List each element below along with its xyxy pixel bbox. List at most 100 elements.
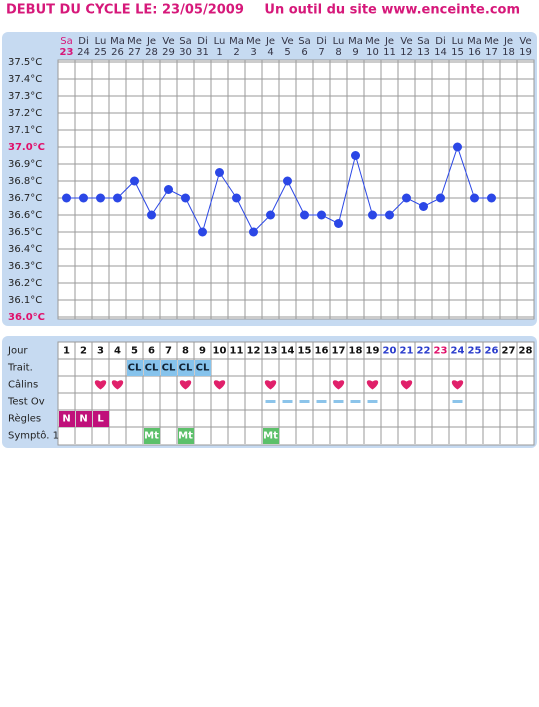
y-tick-label: 37.3°C: [8, 91, 42, 102]
cycle-day: 4: [114, 346, 121, 357]
symptome-cell: [178, 428, 194, 444]
cycle-day: 20: [383, 346, 397, 357]
y-tick-label: 36.9°C: [8, 159, 42, 170]
row-label: Trait.: [7, 363, 33, 374]
x-tick-label: 30: [179, 47, 192, 58]
treatment-text: CL: [128, 363, 142, 374]
cycle-day: 21: [400, 346, 414, 357]
temperature-point: [487, 193, 496, 203]
x-tick-label: 13: [417, 47, 430, 58]
day-name: Ma: [467, 36, 482, 47]
cycle-day: 11: [230, 346, 244, 357]
x-tick-label: 4: [267, 47, 273, 58]
x-tick-label: 16: [468, 47, 481, 58]
y-tick-label: 36.2°C: [8, 278, 42, 289]
y-tick-label: 36.1°C: [8, 295, 42, 306]
treatment-cell: [178, 360, 194, 376]
x-tick-label: 28: [145, 47, 158, 58]
test-ov-dash: [333, 400, 344, 403]
day-name: Je: [146, 36, 156, 47]
regles-text: N: [62, 414, 70, 425]
x-tick-label: 5: [284, 47, 290, 58]
treatment-cell: [127, 360, 143, 376]
treatment-text: CL: [162, 363, 176, 374]
test-ov-dash: [299, 400, 310, 403]
day-name: Sa: [60, 36, 72, 47]
test-ov-dash: [265, 400, 276, 403]
y-tick-label: 37.2°C: [8, 108, 42, 119]
treatment-text: CL: [179, 363, 193, 374]
y-tick-label: 36.4°C: [8, 244, 42, 255]
day-name: Di: [435, 36, 445, 47]
cycle-day: 14: [281, 346, 295, 357]
treatment-text: CL: [196, 363, 210, 374]
temperature-point: [300, 210, 309, 220]
day-name: Ma: [110, 36, 125, 47]
day-name: Ma: [348, 36, 363, 47]
day-name: Di: [197, 36, 207, 47]
row-label: Câlins: [8, 379, 38, 391]
day-name: Sa: [417, 36, 429, 47]
day-name: Ve: [162, 36, 174, 47]
cycle-day: 27: [502, 346, 516, 357]
temperature-point: [96, 193, 105, 203]
day-name: Ve: [400, 36, 412, 47]
cycle-day: 8: [182, 346, 189, 357]
x-tick-label: 31: [196, 47, 209, 58]
heart: [400, 380, 413, 390]
y-tick-label: 36.8°C: [8, 176, 42, 187]
regles-text: L: [97, 414, 104, 425]
cycle-day: 16: [315, 346, 329, 357]
day-name: Je: [265, 36, 275, 47]
heart: [94, 380, 107, 390]
y-tick-label: 37.0°C: [8, 142, 45, 153]
regles-text: N: [79, 414, 87, 425]
x-tick-label: 6: [301, 47, 307, 58]
y-tick-label: 36.0°C: [8, 312, 45, 323]
regles-cell: [59, 411, 75, 427]
site-credit: Un outil du site www.enceinte.com: [264, 3, 520, 18]
row-label: Règles: [8, 413, 41, 425]
cycle-day: 18: [349, 346, 363, 357]
day-name: Sa: [179, 36, 191, 47]
x-tick-label: 11: [383, 47, 396, 58]
day-name: Lu: [452, 36, 464, 47]
x-tick-label: 3: [250, 47, 256, 58]
temperature-point: [164, 185, 173, 194]
symptome-text: Mt: [144, 431, 159, 442]
x-tick-label: 27: [128, 47, 141, 58]
temperature-point: [351, 151, 360, 160]
x-tick-label: 14: [434, 47, 447, 58]
cycle-day: 2: [80, 346, 87, 357]
day-name: Lu: [214, 36, 226, 47]
day-name: Je: [503, 36, 513, 47]
day-name: Me: [484, 36, 499, 47]
x-tick-label: 29: [162, 47, 175, 58]
cycle-day: 24: [451, 346, 465, 357]
day-name: Ve: [281, 36, 293, 47]
symptome-text: Mt: [263, 431, 278, 442]
row-label: Jour: [7, 346, 28, 357]
temperature-point: [147, 210, 156, 220]
day-name: Di: [78, 36, 88, 47]
day-name: Je: [384, 36, 394, 47]
regles-cell: [76, 411, 92, 427]
temperature-point: [385, 210, 394, 220]
x-tick-label: 2: [233, 47, 239, 58]
cycle-day: 28: [519, 346, 533, 357]
heart: [332, 380, 345, 390]
test-ov-dash: [452, 400, 463, 403]
cycle-title: DEBUT DU CYCLE LE: 23/05/2009: [6, 3, 244, 18]
x-tick-label: 24: [77, 47, 90, 58]
x-tick-label: 12: [400, 47, 413, 58]
y-tick-label: 37.1°C: [8, 125, 42, 136]
temperature-point: [453, 142, 462, 152]
treatment-cell: [161, 360, 177, 376]
cycle-day: 5: [131, 346, 138, 357]
cycle-day: 17: [332, 346, 346, 357]
temperature-point: [470, 193, 479, 203]
y-tick-label: 37.4°C: [8, 74, 42, 85]
temperature-point: [79, 193, 88, 203]
